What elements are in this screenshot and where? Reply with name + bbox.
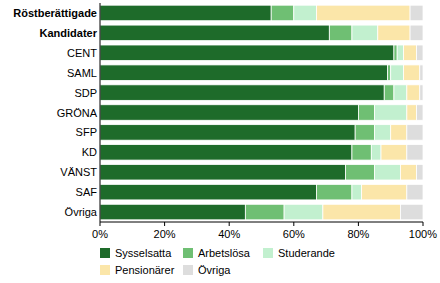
tick-label: 80% xyxy=(347,228,369,240)
legend-label: Studerande xyxy=(278,247,335,259)
category-label: SAML xyxy=(67,67,97,79)
bar-segment xyxy=(375,105,407,121)
bar-segment xyxy=(284,204,323,220)
bar-segment xyxy=(378,25,410,41)
legend-swatch xyxy=(183,248,193,258)
bar-segment xyxy=(407,145,423,161)
bar-segment xyxy=(410,25,423,41)
tick xyxy=(100,222,101,226)
tick xyxy=(229,222,230,226)
bar-segment xyxy=(100,105,358,121)
category-label: GRÖNA xyxy=(57,107,98,119)
bar-segment xyxy=(352,25,378,41)
bar-segment xyxy=(358,105,374,121)
legend-label: Sysselsatta xyxy=(115,247,172,259)
x-axis xyxy=(100,222,423,223)
bar-segment xyxy=(410,5,423,21)
bar-segment xyxy=(294,5,317,21)
legend-swatch xyxy=(183,265,193,275)
tick xyxy=(164,222,165,226)
bar-segment xyxy=(387,65,390,81)
bar-segment xyxy=(100,65,387,81)
bar-segment xyxy=(397,45,403,61)
bar-segment xyxy=(316,5,410,21)
bar-segment xyxy=(352,184,362,200)
tick-label: 20% xyxy=(154,228,176,240)
legend-label: Pensionärer xyxy=(115,264,175,276)
tick xyxy=(423,222,424,226)
category-label: Röstberättigade xyxy=(13,7,97,19)
bar-segment xyxy=(417,45,423,61)
bar-segment xyxy=(404,45,417,61)
bars xyxy=(100,5,423,220)
bar-segment xyxy=(381,145,407,161)
bar-segment xyxy=(417,105,423,121)
legend-swatch xyxy=(263,248,273,258)
bar-segment xyxy=(420,65,423,81)
bar-segment xyxy=(375,164,401,180)
bar-segment xyxy=(417,164,423,180)
bar-segment xyxy=(100,204,245,220)
bar-segment xyxy=(400,164,416,180)
bar-segment xyxy=(371,145,381,161)
bar-segment xyxy=(407,184,423,200)
bar-segment xyxy=(404,65,420,81)
category-label: SFP xyxy=(76,126,97,138)
y-axis xyxy=(100,3,101,222)
bar-segment xyxy=(100,25,329,41)
bar-segment xyxy=(391,65,404,81)
bar-segment xyxy=(394,45,397,61)
tick xyxy=(358,222,359,226)
bar-segment xyxy=(362,184,407,200)
tick-label: 100% xyxy=(409,228,437,240)
bar-segment xyxy=(400,204,423,220)
bar-segment xyxy=(100,164,345,180)
bar-segment xyxy=(355,125,374,141)
bar-segment xyxy=(100,5,271,21)
bar-segment xyxy=(323,204,401,220)
category-label: VÄNST xyxy=(60,166,97,178)
bar-segment xyxy=(245,204,284,220)
tick-label: 0% xyxy=(92,228,108,240)
bar-segment xyxy=(352,145,371,161)
chart: Röstberättigade Kandidater CENT SAML SDP GRÖN… xyxy=(0,0,440,283)
legend-swatch xyxy=(100,248,110,258)
tick xyxy=(293,222,294,226)
bar-segment xyxy=(384,85,394,101)
bar-segment xyxy=(407,125,423,141)
category-label: SDP xyxy=(74,87,97,99)
bar-segment xyxy=(391,125,407,141)
bar-segment xyxy=(329,25,352,41)
bar-segment xyxy=(420,85,423,101)
legend-label: Arbetslösa xyxy=(198,247,251,259)
bar-segment xyxy=(100,85,384,101)
category-label: Övriga xyxy=(65,206,98,218)
bar-segment xyxy=(100,125,355,141)
bar-segment xyxy=(100,145,352,161)
legend-swatch xyxy=(100,265,110,275)
bar-segment xyxy=(100,184,316,200)
category-label: KD xyxy=(82,146,97,158)
bar-segment xyxy=(345,164,374,180)
bar-segment xyxy=(394,85,407,101)
bar-segment xyxy=(407,105,417,121)
bar-segment xyxy=(316,184,352,200)
bar-segment xyxy=(375,125,391,141)
category-label: CENT xyxy=(67,47,97,59)
category-label: SAF xyxy=(76,186,98,198)
tick-label: 40% xyxy=(218,228,240,240)
bar-segment xyxy=(407,85,420,101)
bar-segment xyxy=(271,5,294,21)
tick-label: 60% xyxy=(283,228,305,240)
category-label: Kandidater xyxy=(40,27,98,39)
bar-segment xyxy=(100,45,394,61)
legend-label: Övriga xyxy=(198,264,231,276)
